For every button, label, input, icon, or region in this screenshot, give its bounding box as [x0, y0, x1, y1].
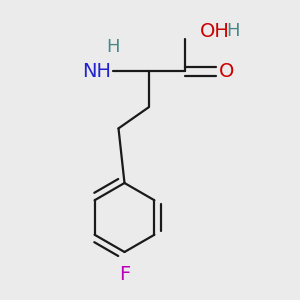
Text: OH: OH	[200, 22, 230, 41]
Text: O: O	[219, 62, 234, 81]
Text: H: H	[226, 22, 240, 40]
Text: H: H	[106, 38, 119, 56]
Text: NH: NH	[82, 62, 111, 81]
Text: F: F	[119, 265, 130, 284]
